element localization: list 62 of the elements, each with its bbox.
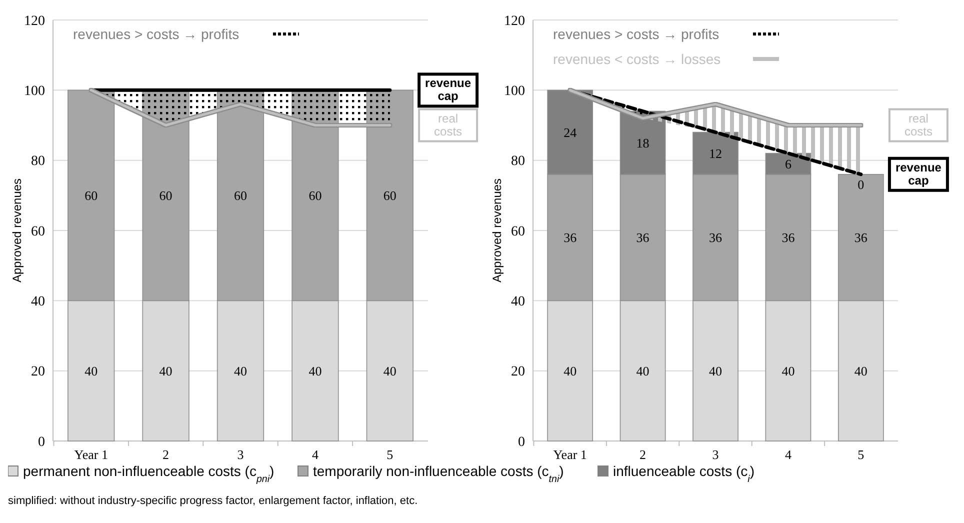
data-label: 24 xyxy=(564,124,578,140)
y-tick-label: 120 xyxy=(504,14,525,29)
data-label: 36 xyxy=(709,230,722,246)
x-tick-label: 3 xyxy=(237,447,244,462)
data-label: 40 xyxy=(159,363,172,378)
y-tick-label: 40 xyxy=(511,294,525,310)
data-label: 36 xyxy=(564,230,578,246)
y-tick-label: 100 xyxy=(24,84,45,100)
data-label: 60 xyxy=(84,188,98,203)
y-tick-label: 80 xyxy=(31,154,45,170)
y-tick-label: 0 xyxy=(518,434,525,450)
text: real costs xyxy=(904,111,932,138)
y-tick-label: 40 xyxy=(31,294,45,310)
data-label: 0 xyxy=(858,176,864,192)
y-tick-label: 120 xyxy=(24,14,45,29)
data-label: 40 xyxy=(564,363,577,378)
annotation: revenues < costs → losses xyxy=(553,50,721,67)
y-tick-label: 20 xyxy=(511,364,525,380)
legend-label: permanent non-influenceable costs (c$_{pni}$) xyxy=(23,462,274,484)
data-label: 60 xyxy=(159,188,172,203)
data-label: 40 xyxy=(383,363,396,378)
data-label: 18 xyxy=(636,135,650,150)
data-label: 40 xyxy=(234,363,247,378)
data-label: 6 xyxy=(784,156,792,172)
data-label: 40 xyxy=(709,363,722,378)
x-tick-label: Year 1 xyxy=(74,447,108,462)
y-tick-label: 0 xyxy=(38,434,45,450)
x-tick-label: 2 xyxy=(162,447,170,462)
x-tick-label: 5 xyxy=(386,447,394,462)
y-tick-label: 100 xyxy=(504,84,525,100)
text: real costs xyxy=(434,111,462,138)
x-tick-label: 4 xyxy=(312,447,319,462)
data-label: 60 xyxy=(308,188,322,203)
data-label: 60 xyxy=(383,188,396,203)
data-label: 40 xyxy=(636,363,650,378)
data-label: 36 xyxy=(782,230,796,246)
data-label: 40 xyxy=(84,363,98,378)
legend-label: temporarily non-influenceable costs (c$_{tni}$) xyxy=(313,462,564,484)
x-tick-label: Year 1 xyxy=(553,447,587,462)
x-tick-label: 2 xyxy=(640,447,646,462)
y-tick-label: 60 xyxy=(31,224,45,240)
data-label: 60 xyxy=(234,188,247,203)
data-label: 36 xyxy=(636,230,650,246)
legend-label: influenceable costs (c$_{i}$) xyxy=(613,462,754,484)
data-label: 36 xyxy=(854,230,868,246)
y-tick-label: 60 xyxy=(511,224,525,240)
text: revenue cap xyxy=(425,76,472,104)
y-axis-title: Approved revenues xyxy=(490,178,504,283)
text: simplified: without industry-specific progress factor, enlargement factor, inflation, etc. xyxy=(8,495,418,507)
x-tick-label: 3 xyxy=(712,447,719,462)
data-label: 40 xyxy=(854,363,868,378)
data-label: 40 xyxy=(308,363,322,378)
x-tick-label: 4 xyxy=(784,447,792,462)
data-label: 12 xyxy=(709,146,722,161)
y-tick-label: 20 xyxy=(31,364,45,380)
x-tick-label: 5 xyxy=(858,447,864,462)
data-label: 40 xyxy=(782,363,795,378)
y-axis-title: Approved revenues xyxy=(10,178,24,283)
annotation: revenues > costs → profits xyxy=(73,26,240,42)
annotation: revenues > costs → profits xyxy=(553,26,720,42)
text: revenue cap xyxy=(895,160,942,188)
y-tick-label: 80 xyxy=(511,154,525,170)
